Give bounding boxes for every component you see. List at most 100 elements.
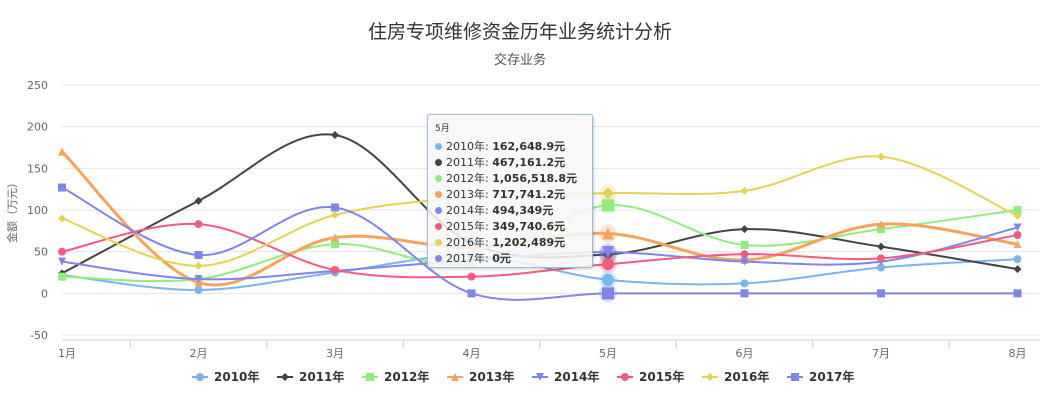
data-point	[602, 258, 614, 271]
data-point	[331, 233, 339, 242]
legend-marker	[451, 373, 459, 381]
tooltip-row-label: 2013年:	[446, 188, 493, 201]
tooltip-row-value: 1,056,518.8元	[492, 172, 577, 185]
legend-item[interactable]: 2015年	[617, 369, 684, 384]
data-point	[877, 254, 885, 263]
data-point	[602, 187, 614, 200]
data-point	[877, 220, 885, 229]
x-tick-label: 1月	[58, 347, 76, 360]
data-point	[331, 240, 339, 249]
data-point	[58, 257, 66, 266]
tooltip-row-label: 2016年:	[446, 236, 493, 249]
legend-label: 2016年	[724, 369, 769, 384]
y-tick-label: -50	[30, 329, 48, 342]
data-point	[331, 211, 339, 219]
data-point	[194, 286, 203, 294]
tooltip-row: 2011年: 467,161.2元	[435, 155, 585, 171]
legend-marker	[791, 373, 799, 381]
y-tick-label: 100	[27, 204, 48, 217]
data-point	[58, 147, 66, 156]
legend-item[interactable]: 2014年	[532, 369, 599, 384]
x-tick-label: 7月	[872, 347, 890, 360]
data-point	[877, 289, 885, 298]
data-point	[194, 251, 203, 259]
tooltip-row-label: 2012年:	[446, 172, 493, 185]
data-point	[467, 272, 476, 281]
series-dot-icon	[435, 143, 442, 150]
tooltip: 5月 2010年: 162,648.9元 2011年: 467,161.2元 201…	[427, 114, 593, 268]
legend-marker	[621, 373, 629, 381]
data-point	[467, 289, 476, 298]
data-point	[877, 225, 885, 234]
legend-item[interactable]: 2013年	[447, 369, 514, 384]
series-dot-icon	[435, 191, 442, 198]
data-point	[194, 261, 203, 270]
x-tick-label: 4月	[463, 347, 481, 360]
data-point	[1013, 231, 1022, 239]
data-point	[877, 152, 885, 161]
y-tick-label: 0	[41, 287, 48, 300]
series-dot-icon	[435, 223, 442, 230]
data-point	[602, 199, 614, 212]
y-tick-label: 50	[34, 246, 48, 259]
tooltip-row-value: 349,740.6元	[492, 220, 566, 233]
data-point	[740, 289, 749, 298]
series-dot-icon	[435, 207, 442, 214]
legend-marker	[536, 373, 544, 381]
legend-item[interactable]: 2011年	[277, 369, 344, 384]
legend-label: 2010年	[214, 369, 259, 384]
x-axis: 1月 2月 3月 4月 5月 6月 7月 8月	[58, 339, 1040, 360]
tooltip-row-value: 162,648.9元	[492, 140, 566, 153]
tooltip-row-label: 2014年:	[446, 204, 493, 217]
data-point	[1013, 223, 1022, 232]
x-tick-label: 2月	[190, 347, 208, 360]
data-point	[1013, 289, 1022, 298]
series-line	[61, 222, 1018, 279]
series-dot-icon	[435, 255, 442, 262]
data-point	[602, 273, 614, 286]
tooltip-row: 2017年: 0元	[435, 251, 585, 267]
data-point	[602, 287, 614, 300]
data-point	[331, 131, 339, 139]
y-tick-label: 200	[27, 121, 48, 134]
legend-label: 2012年	[384, 369, 429, 384]
data-point	[1013, 265, 1022, 274]
tooltip-row-value: 494,349元	[492, 204, 554, 217]
chart-subtitle: 交存业务	[494, 52, 546, 68]
data-point	[602, 227, 614, 240]
legend-item[interactable]: 2012年	[362, 369, 429, 384]
legend-item[interactable]: 2017年	[787, 369, 854, 384]
legend-item[interactable]: 2010年	[192, 369, 259, 384]
data-point	[1013, 240, 1022, 249]
data-point	[1013, 255, 1022, 264]
tooltip-row: 2015年: 349,740.6元	[435, 219, 585, 235]
tooltip-rows: 2010年: 162,648.9元 2011年: 467,161.2元 2012年:…	[435, 139, 585, 267]
data-point	[58, 214, 66, 223]
data-point	[740, 186, 749, 195]
x-tick-label: 3月	[326, 347, 344, 360]
legend-marker	[281, 373, 289, 381]
data-point	[740, 241, 749, 249]
y-axis: -50 0 50 100 150 200 250	[27, 79, 48, 342]
tooltip-row-label: 2010年:	[446, 140, 493, 153]
series-2015年	[58, 220, 1022, 281]
tooltip-row-value: 0元	[492, 252, 511, 265]
series-dot-icon	[435, 175, 442, 182]
series-2017年	[58, 183, 1022, 303]
legend-marker	[706, 373, 714, 381]
data-point	[1013, 211, 1022, 220]
tooltip-row: 2012年: 1,056,518.8元	[435, 171, 585, 187]
tooltip-row-value: 717,741.2元	[492, 188, 566, 201]
data-point	[58, 272, 66, 281]
data-point	[877, 263, 885, 272]
tooltip-row-label: 2015年:	[446, 220, 493, 233]
series-line	[61, 186, 1018, 301]
data-point	[331, 266, 339, 274]
data-point	[740, 279, 749, 288]
tooltip-row: 2010年: 162,648.9元	[435, 139, 585, 155]
x-tick-label: 8月	[1009, 347, 1027, 360]
y-tick-label: 150	[27, 162, 48, 175]
legend-label: 2013年	[469, 369, 514, 384]
data-point	[740, 225, 749, 234]
legend-item[interactable]: 2016年	[702, 369, 769, 384]
